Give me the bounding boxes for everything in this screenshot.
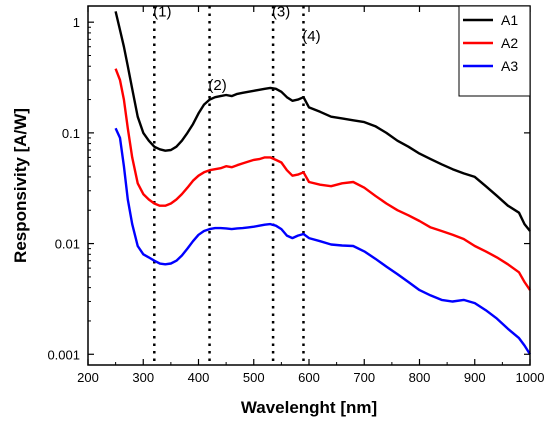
y-tick-label: 0.1	[62, 126, 80, 141]
series-line-a3	[114, 127, 532, 355]
y-tick-label: 1	[73, 15, 80, 30]
x-tick-label: 800	[409, 370, 431, 385]
x-tick-label: 200	[77, 370, 99, 385]
annotation-label: (1)	[153, 3, 171, 20]
annotation-labels: (1) (2) (3) (4)	[153, 3, 321, 94]
x-tick-label: 500	[243, 370, 265, 385]
annotation-label: (3)	[272, 3, 290, 20]
x-tick-label: 700	[353, 370, 375, 385]
annotation-label: (2)	[208, 77, 226, 94]
x-tick-label: 600	[298, 370, 320, 385]
legend-label-a1: A1	[501, 12, 518, 28]
x-axis-title: Wavelenght [nm]	[241, 398, 377, 417]
y-axis-title: Responsivity [A/W]	[11, 108, 30, 263]
y-tick-label: 0.001	[47, 347, 80, 362]
annotation-label: (4)	[302, 28, 320, 45]
axis-ticks: 200 300 400 500 600 700 800 900 1000 1 0.1 0.01 0.00…	[47, 6, 544, 385]
legend: A1 A2 A3	[458, 5, 531, 97]
x-tick-label: 400	[188, 370, 210, 385]
series-group	[114, 11, 532, 355]
x-tick-label: 300	[132, 370, 154, 385]
y-tick-label: 0.01	[55, 237, 80, 252]
series-line-a1	[114, 11, 531, 232]
annotation-lines	[153, 6, 305, 365]
legend-label-a2: A2	[501, 35, 518, 51]
x-tick-label: 1000	[516, 370, 545, 385]
legend-label-a3: A3	[501, 58, 518, 74]
series-line-a2	[114, 68, 531, 291]
x-tick-label: 900	[464, 370, 486, 385]
